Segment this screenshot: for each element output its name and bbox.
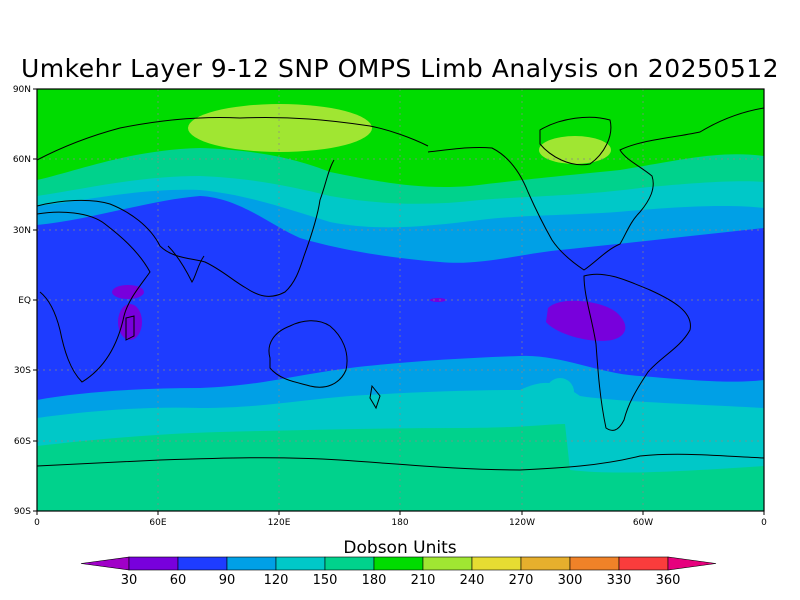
colorbar-tick-label: 240	[460, 573, 485, 588]
colorbar-tick-label: 360	[656, 573, 681, 588]
colorbar-tick-label: 180	[362, 573, 387, 588]
colorbar-segment	[177, 556, 228, 571]
patch-120-150-south-pacific	[546, 378, 574, 406]
axis-ticks	[33, 88, 765, 515]
coastlines	[37, 107, 764, 471]
patch-30-60-madagascar	[118, 304, 142, 340]
colorbar-segment	[520, 556, 571, 571]
colorbar-tick-label: 150	[313, 573, 338, 588]
map-title: Umkehr Layer 9-12 SNP OMPS Limb Analysis…	[20, 54, 780, 83]
lon-label-60e: 60E	[149, 518, 166, 528]
lat-label-90s: 90S	[14, 507, 31, 517]
colorbar-tick-label: 60	[170, 573, 187, 588]
colorbar-tick-label: 210	[411, 573, 436, 588]
colorbar-segment	[422, 556, 473, 571]
coast-eurasia-north	[37, 116, 429, 161]
coast-madagascar	[125, 315, 135, 341]
lat-label-30n: 30N	[13, 226, 31, 236]
colorbar-title: Dobson Units	[343, 538, 456, 558]
colorbar-tick-label: 120	[264, 573, 289, 588]
colorbar-tick-label: 30	[121, 573, 138, 588]
patch-30-60-arabian-sea	[112, 285, 144, 299]
coast-new-zealand	[369, 384, 381, 410]
colorbar-segment	[471, 556, 522, 571]
coast-india	[167, 245, 205, 283]
lon-label-0-east: 0	[761, 518, 767, 528]
lat-label-30s: 30S	[14, 366, 31, 376]
lon-label-120e: 120E	[268, 518, 291, 528]
colorbar-segment	[226, 556, 277, 571]
grid-lines	[37, 89, 764, 511]
colorbar-tick-label: 90	[219, 573, 236, 588]
colorbar-tick-label: 270	[509, 573, 534, 588]
coast-north-america	[427, 107, 764, 271]
lat-label-eq: EQ	[18, 296, 31, 306]
colorbar-segment	[275, 556, 326, 571]
colorbar-segment	[373, 556, 424, 571]
patch-210-240-greenland	[539, 136, 611, 164]
colorbar-segment	[324, 556, 375, 571]
lat-label-90n: 90N	[13, 85, 31, 95]
colorbar-segment	[618, 556, 669, 571]
patch-150-180-south-atlantic	[688, 444, 728, 468]
colorbar-tick-label: 330	[607, 573, 632, 588]
coast-africa	[37, 211, 151, 383]
lat-label-60s: 60S	[14, 437, 31, 447]
colorbar: 30 60 90 120 150 180 210 240 270 300 330 360	[80, 556, 717, 588]
lat-label-60n: 60N	[13, 155, 31, 165]
coast-greenland	[539, 116, 612, 166]
patch-30-60-south-america	[546, 300, 626, 341]
patch-210-240-siberia	[188, 104, 372, 152]
lon-label-0-west: 0	[34, 518, 40, 528]
colorbar-over-triangle	[667, 556, 717, 571]
band-150-180-south	[37, 424, 764, 511]
colorbar-segment	[128, 556, 179, 571]
lon-label-60w: 60W	[633, 518, 653, 528]
colorbar-under-triangle	[80, 556, 130, 571]
colorbar-tick-label: 300	[558, 573, 583, 588]
coast-antarctica	[37, 453, 764, 471]
coast-south-america	[583, 273, 691, 431]
colorbar-segment	[569, 556, 620, 571]
coast-australia	[268, 320, 348, 388]
coast-eurasia-south	[37, 159, 335, 297]
lon-label-120w: 120W	[509, 518, 535, 528]
lon-label-180: 180	[391, 518, 408, 528]
patch-30-60-equatorial-pacific	[430, 298, 446, 302]
